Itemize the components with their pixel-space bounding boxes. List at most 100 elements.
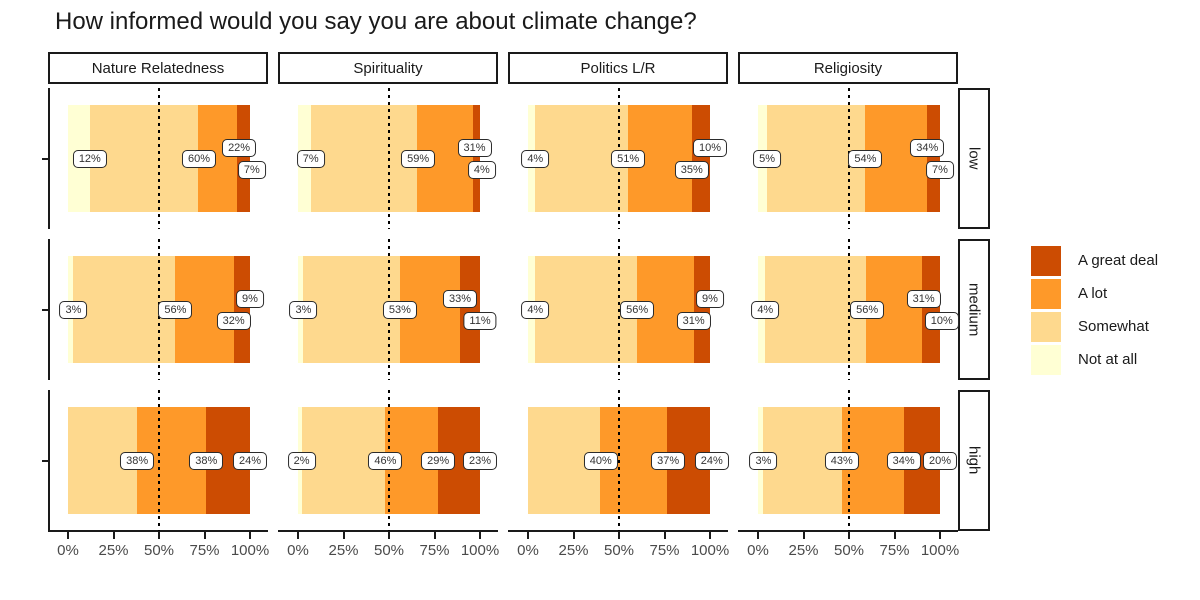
legend-label: Not at all [1078,351,1138,368]
bar-segment [233,256,250,363]
percent-label: 54% [848,149,883,168]
x-axis-tick [618,532,620,539]
reference-dotted-line [158,390,160,531]
percent-label: 38% [189,451,224,470]
x-axis-tick [939,532,941,539]
percent-label: 56% [850,300,885,319]
y-axis-line [48,239,50,380]
x-axis-tick-label: 100% [920,542,960,559]
percent-label: 38% [120,451,155,470]
percent-label: 34% [886,451,921,470]
x-axis-tick [158,532,160,539]
reference-dotted-line [848,239,850,380]
bar-segment [472,105,480,212]
percent-label: 31% [457,138,492,157]
facet-row-strip: high [958,390,990,531]
x-axis-line [508,530,728,532]
x-axis-tick-label: 100% [460,542,500,559]
x-axis-tick-label: 75% [649,542,680,559]
percent-label: 5% [753,149,782,168]
x-axis-tick [572,532,575,539]
percent-label: 56% [620,300,655,319]
x-axis-tick-label: 50% [143,542,175,559]
percent-label: 24% [694,451,729,470]
percent-label: 24% [232,451,268,470]
bar-segment [691,105,710,212]
percent-label: 9% [236,289,264,308]
bar-segment [459,256,480,363]
x-axis-tick-label: 75% [419,542,450,559]
bar-segment [693,256,710,363]
x-axis-tick [388,532,390,539]
bar-segment [237,105,250,212]
legend-key-swatch [1031,312,1061,342]
percent-label: 7% [296,149,325,168]
x-axis-tick [433,532,436,539]
x-axis-line [278,530,498,532]
x-axis-tick [342,532,345,539]
y-axis-tick [42,308,48,311]
x-axis-tick-label: 25% [328,542,359,559]
bar-segment [927,105,940,212]
percent-label: 29% [421,451,456,470]
x-axis-tick [709,532,711,539]
percent-label: 40% [583,451,618,470]
x-axis-tick [757,532,759,539]
x-axis-tick-label: 75% [189,542,220,559]
reference-dotted-line [618,390,620,531]
facet-column-strip: Nature Relatedness [48,52,268,84]
x-axis-tick-label: 25% [98,542,129,559]
percent-label: 56% [158,300,193,319]
x-axis-tick [479,532,481,539]
bar-segment [310,105,417,212]
x-axis-tick [297,532,299,539]
x-axis-tick [527,532,529,539]
percent-label: 32% [216,311,251,330]
bar-segment [921,256,940,363]
legend-key-swatch [1031,279,1061,309]
percent-label: 11% [463,311,497,330]
percent-label: 37% [651,451,686,470]
percent-label: 33% [442,289,477,308]
percent-label: 3% [749,451,778,470]
x-axis-line [48,530,268,532]
percent-label: 31% [906,289,941,308]
bar-segment [89,105,198,212]
percent-label: 7% [237,160,266,179]
facet-column-strip: Religiosity [738,52,958,84]
reference-dotted-line [618,239,620,380]
percent-label: 35% [674,160,709,179]
percent-label: 3% [59,300,88,319]
x-axis-tick [203,532,206,539]
x-axis-tick [893,532,896,539]
legend-label: Somewhat [1078,318,1149,335]
percent-label: 23% [462,451,498,470]
facet-row-strip: low [958,88,990,229]
percent-label: 34% [910,138,945,157]
x-axis-tick [802,532,805,539]
facet-column-strip: Spirituality [278,52,498,84]
percent-label: 43% [824,451,859,470]
percent-label: 9% [696,289,724,308]
percent-label: 7% [926,160,954,179]
legend-key-swatch [1031,345,1061,375]
x-axis-tick-label: 25% [558,542,589,559]
percent-label: 51% [611,149,646,168]
percent-label: 2% [287,451,316,470]
legend-label: A great deal [1078,252,1159,269]
percent-label: 20% [922,451,958,470]
percent-label: 10% [692,138,728,157]
percent-label: 22% [222,138,257,157]
y-axis-tick [42,459,48,462]
x-axis-tick-label: 0% [517,542,539,559]
x-axis-tick-label: 100% [230,542,270,559]
percent-label: 31% [676,311,711,330]
x-axis-tick-label: 50% [373,542,405,559]
percent-label: 53% [382,300,417,319]
percent-label: 46% [368,451,403,470]
y-axis-line [48,390,50,531]
x-axis-line [738,530,958,532]
x-axis-tick-label: 25% [788,542,819,559]
percent-label: 10% [924,311,959,330]
